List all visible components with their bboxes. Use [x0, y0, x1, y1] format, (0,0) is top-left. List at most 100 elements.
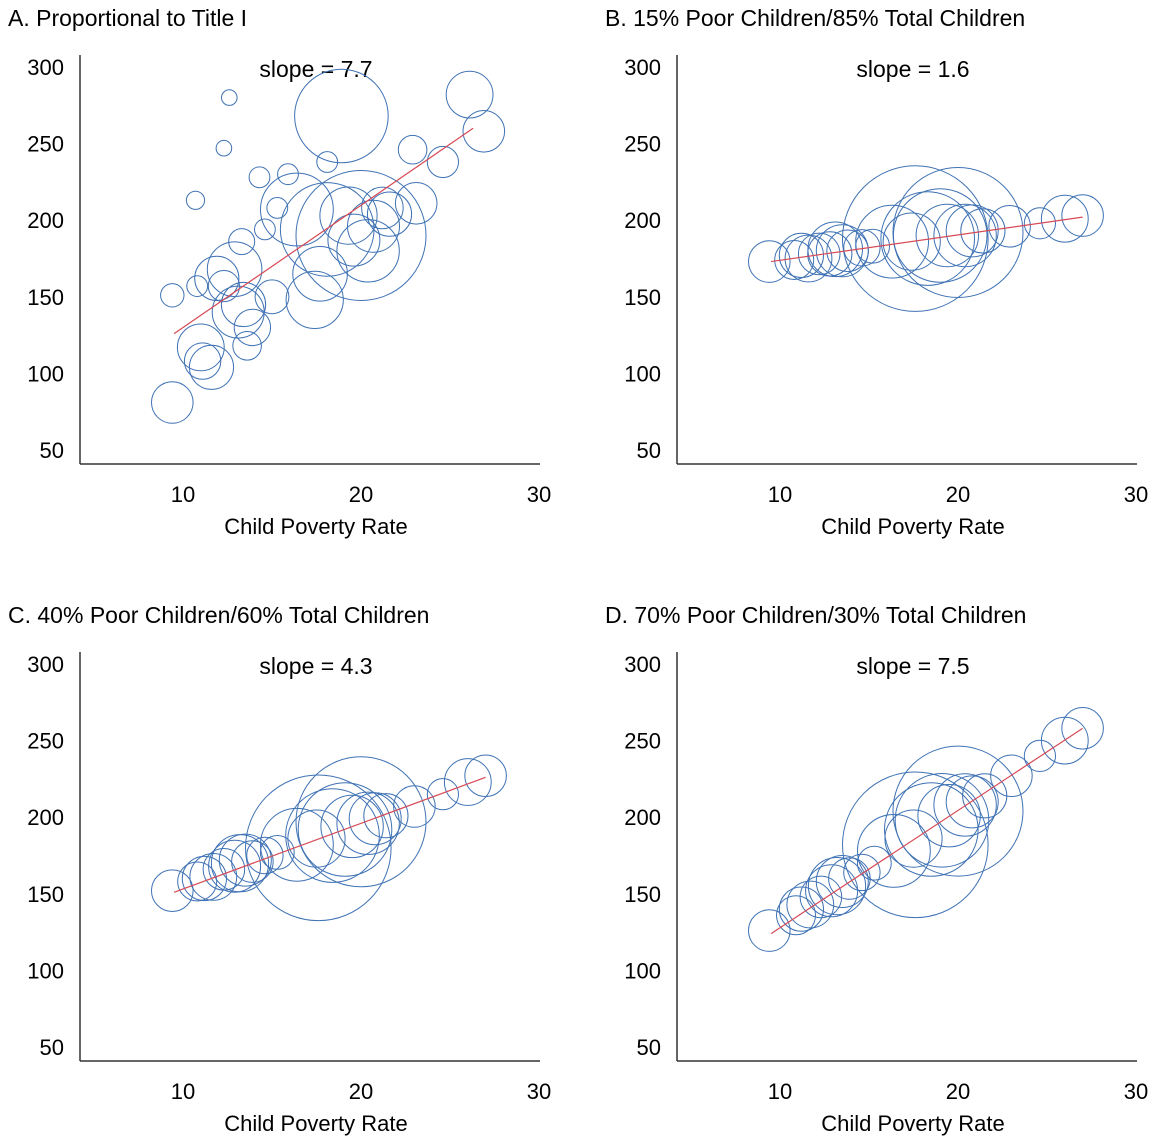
panel-title: D. 70% Poor Children/30% Total Children [605, 602, 1026, 628]
bubble-point [426, 778, 459, 811]
slope-annotation: slope = 7.7 [259, 56, 372, 82]
bubble-point [248, 166, 271, 189]
fit-line [771, 216, 1083, 263]
bubble-point [915, 203, 979, 268]
y-tick-label: 300 [27, 55, 64, 80]
bubble-point [220, 281, 267, 328]
bubble-point [246, 836, 284, 875]
fit-line [173, 127, 474, 335]
bubble-point [151, 869, 194, 913]
bubble-point [892, 188, 988, 283]
bubble-point [815, 855, 869, 908]
bubble-point [843, 853, 881, 892]
bubble-point [394, 182, 438, 225]
bubble-point [208, 839, 262, 893]
bubble-point [221, 89, 238, 106]
y-tick-label: 150 [624, 285, 661, 310]
bubble-point [1023, 739, 1056, 772]
bubble-point [797, 232, 841, 276]
x-tick-label: 20 [946, 1079, 970, 1104]
bubble-point [445, 70, 494, 119]
bubble-point [1023, 207, 1056, 240]
bubble-point [336, 219, 400, 283]
x-tick-label: 20 [946, 482, 970, 507]
bubble-point [160, 283, 185, 308]
bubble-point [807, 857, 867, 916]
panel-title: A. Proportional to Title I [8, 5, 247, 31]
x-tick-label: 20 [349, 1079, 373, 1104]
bubble-point [443, 758, 492, 806]
bubble-point [945, 204, 999, 258]
panel-title: B. 15% Poor Children/85% Total Children [605, 5, 1025, 31]
y-tick-label: 150 [624, 882, 661, 907]
bubble-point [841, 165, 989, 312]
y-tick-label: 200 [27, 805, 64, 830]
bubble-point [464, 754, 507, 798]
bubble-point [266, 197, 289, 219]
bubble-point [202, 847, 246, 891]
bubble-point [1061, 194, 1104, 237]
bubble-point [336, 791, 400, 856]
bubble-point [945, 775, 999, 829]
bubble-point [917, 784, 981, 848]
x-tick-label: 20 [349, 482, 373, 507]
bubble-point [892, 745, 1024, 877]
y-tick-label: 300 [27, 652, 64, 677]
bubble-point [748, 240, 791, 283]
x-axis-label: Child Poverty Rate [821, 1111, 1004, 1136]
bubble-point [880, 191, 976, 286]
bubble-point [894, 773, 990, 868]
bubble-point [277, 163, 299, 186]
y-tick-label: 250 [624, 729, 661, 754]
bubble-point [857, 814, 931, 888]
y-tick-label: 200 [624, 805, 661, 830]
bubble-point [185, 190, 206, 210]
y-tick-label: 50 [637, 438, 661, 463]
panel-d: D. 70% Poor Children/30% Total Children 5… [605, 602, 1148, 1136]
bubble-point [232, 331, 262, 361]
x-tick-label: 10 [768, 482, 792, 507]
bubble-point [206, 241, 263, 298]
bubble-point [260, 172, 334, 247]
bubble-point [1061, 707, 1104, 750]
x-tick-label: 30 [1124, 1079, 1148, 1104]
bubble-point [188, 344, 235, 390]
bubble-point [855, 204, 930, 279]
bubble-point [211, 285, 265, 339]
bubble-point [319, 186, 378, 245]
bubble-point [177, 861, 218, 902]
bubble-point [183, 342, 222, 380]
y-tick-label: 100 [624, 361, 661, 386]
fit-line [770, 727, 1083, 935]
x-tick-label: 30 [527, 482, 551, 507]
y-tick-label: 50 [637, 1035, 661, 1060]
bubble-point [778, 886, 824, 932]
bubble-point [990, 754, 1033, 798]
bubble-point [292, 245, 348, 302]
bubble-point [297, 782, 393, 877]
y-tick-label: 100 [624, 958, 661, 983]
y-tick-label: 200 [624, 208, 661, 233]
bubble-point [366, 191, 413, 237]
bubble-point [218, 833, 272, 887]
bubble-point [856, 845, 892, 881]
bubble-point [151, 381, 194, 424]
bubble-point [215, 139, 233, 157]
bubble-point [397, 134, 428, 165]
bubble-point [784, 234, 833, 283]
bubble-point [843, 229, 881, 267]
y-tick-label: 300 [624, 652, 661, 677]
bubble-point [841, 771, 989, 919]
bubble-point [327, 213, 381, 267]
x-axis-label: Child Poverty Rate [821, 514, 1004, 539]
bubble-point [1040, 194, 1089, 243]
y-tick-label: 300 [624, 55, 661, 80]
bubble-point [799, 875, 843, 919]
y-tick-label: 100 [27, 958, 64, 983]
bubble-point [786, 880, 835, 929]
slope-annotation: slope = 4.3 [259, 653, 372, 679]
bubble-point [294, 68, 389, 164]
bubble-point [960, 208, 1006, 254]
x-tick-label: 30 [527, 1079, 551, 1104]
